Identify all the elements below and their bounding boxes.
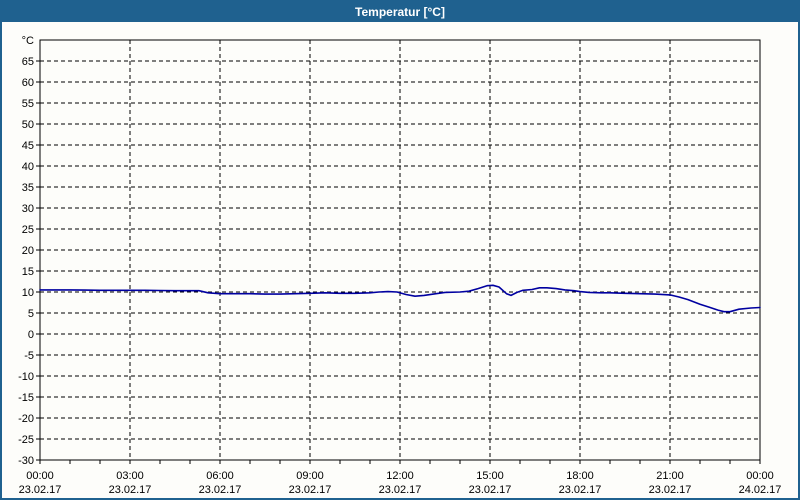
y-tick-label: 55	[22, 98, 34, 110]
y-tick-label: 40	[22, 161, 34, 173]
y-tick-label: 25	[22, 224, 34, 236]
x-tick-time-label: 03:00	[116, 470, 144, 482]
x-tick-time-label: 09:00	[296, 470, 324, 482]
title-bar[interactable]: Temperatur [°C]	[2, 2, 798, 22]
x-tick-date-label: 23.02.17	[469, 484, 512, 496]
y-tick-label: 35	[22, 182, 34, 194]
y-tick-label: -10	[18, 371, 34, 383]
y-tick-label: 45	[22, 140, 34, 152]
y-tick-label: 65	[22, 56, 34, 68]
x-tick-date-label: 23.02.17	[559, 484, 602, 496]
x-tick-date-label: 24.02.17	[739, 484, 782, 496]
y-tick-label: 5	[28, 308, 34, 320]
y-axis-unit-label: °C	[22, 35, 34, 47]
temperature-line	[39, 284, 761, 313]
window-title: Temperatur [°C]	[355, 5, 445, 19]
x-tick-date-label: 23.02.17	[379, 484, 422, 496]
x-tick-date-label: 23.02.17	[289, 484, 332, 496]
temperature-chart: 65605550454035302520151050-5-10-15-20-25…	[18, 35, 782, 496]
x-tick-date-label: 23.02.17	[19, 484, 62, 496]
x-tick-date-label: 23.02.17	[649, 484, 692, 496]
x-tick-time-label: 12:00	[386, 470, 414, 482]
chart-area: 65 60 55 50 45 40 35 30 25 20 15 10 5 0 -5 -10 -15 -20 -25…	[2, 22, 798, 496]
x-tick-time-label: 06:00	[206, 470, 234, 482]
x-tick-date-label: 23.02.17	[109, 484, 152, 496]
x-tick-date-label: 23.02.17	[199, 484, 242, 496]
y-tick-label: -30	[18, 455, 34, 467]
y-tick-label: 20	[22, 245, 34, 257]
y-tick-label: 15	[22, 266, 34, 278]
x-tick-time-label: 00:00	[26, 470, 54, 482]
y-tick-label: 10	[22, 287, 34, 299]
y-tick-label: 60	[22, 77, 34, 89]
y-tick-label: -25	[18, 434, 34, 446]
x-tick-time-label: 21:00	[656, 470, 684, 482]
x-tick-time-label: 18:00	[566, 470, 594, 482]
y-tick-label: 0	[28, 329, 34, 341]
y-tick-label: -15	[18, 392, 34, 404]
x-tick-time-label: 15:00	[476, 470, 504, 482]
y-tick-label: -20	[18, 413, 34, 425]
y-tick-label: 30	[22, 203, 34, 215]
plot-border	[39, 39, 761, 461]
y-tick-label: -5	[24, 350, 34, 362]
y-tick-label: 50	[22, 119, 34, 131]
x-tick-time-label: 00:00	[746, 470, 774, 482]
